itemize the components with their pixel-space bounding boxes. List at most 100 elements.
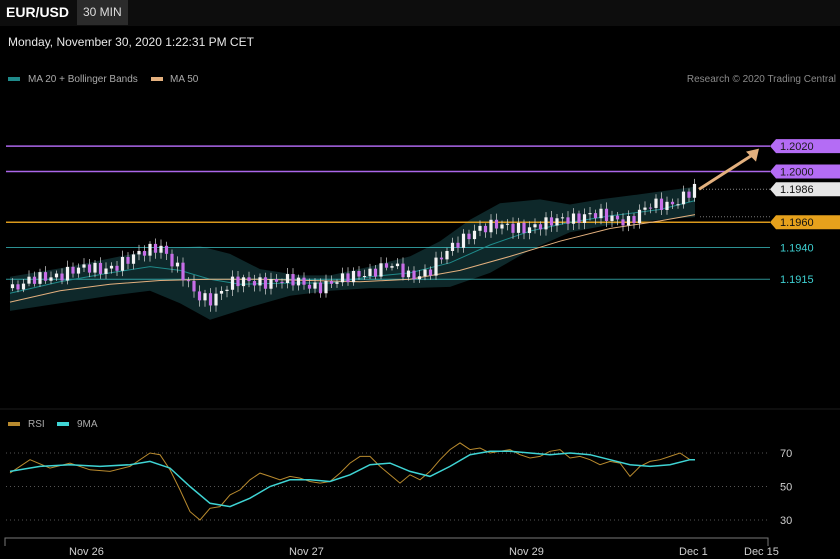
candle-body [16, 284, 20, 290]
candle-body [665, 201, 669, 210]
candle-body [285, 274, 290, 283]
candle-body [247, 277, 251, 282]
candle-body [120, 256, 125, 271]
candle-body [351, 271, 356, 283]
candle-body [203, 293, 207, 301]
level-label-1.1940: 1.1940 [780, 243, 814, 255]
candle-body [390, 266, 394, 268]
time-tick-Nov 26: Nov 26 [69, 546, 104, 558]
candle-body [263, 277, 268, 289]
candle-body [511, 223, 515, 233]
legend-label-9ma: 9MA [77, 419, 98, 430]
rsi-tick-label-70: 70 [780, 448, 792, 460]
candle-body [49, 277, 53, 281]
candle-body [637, 209, 642, 224]
candle-body [555, 218, 559, 226]
ma20-line [9, 200, 696, 294]
chart-header: EUR/USD 30 MIN [0, 0, 840, 26]
candle-body [60, 273, 64, 281]
candle-body [219, 290, 224, 294]
candle-body [181, 262, 185, 281]
candle-body [164, 245, 169, 254]
candle-body [280, 281, 284, 283]
projection-line [698, 153, 754, 191]
candle-body [538, 224, 543, 230]
level-tag-1.1986 [770, 182, 840, 197]
time-tick-Dec 1: Dec 1 [679, 546, 708, 558]
candle-body [54, 273, 59, 278]
moving-averages [9, 200, 696, 303]
candle-body [115, 265, 119, 271]
candle-body [302, 277, 306, 285]
candle-body [93, 262, 97, 273]
rsi-line [9, 442, 695, 521]
candle-body [98, 262, 103, 274]
candle-body [126, 256, 130, 264]
legend-label-ma20: MA 20 + Bollinger Bands [28, 74, 138, 85]
chart-background [0, 408, 840, 546]
candle-body [373, 268, 378, 277]
candle-body [208, 293, 213, 306]
time-tick-Nov 29: Nov 29 [509, 546, 544, 558]
time-tick-Dec 15: Dec 15 [744, 546, 779, 558]
rsi-panel [9, 442, 695, 521]
timeframe-button[interactable]: 30 MIN [77, 0, 128, 25]
candle-body [21, 283, 26, 290]
projection-arrowhead [746, 148, 759, 162]
candle-body [291, 274, 295, 286]
level-label-1.1915: 1.1915 [780, 274, 814, 286]
candle-body [384, 263, 389, 268]
candle-body [269, 279, 273, 289]
candle-body [324, 280, 328, 294]
candle-body [186, 280, 191, 282]
candle-body [593, 213, 598, 219]
candle-body [318, 282, 323, 294]
candle-body [335, 282, 339, 284]
legend-swatch-ma20 [8, 77, 20, 81]
candle-body [274, 279, 279, 282]
candle-body [544, 217, 548, 230]
symbol-label: EUR/USD [6, 4, 70, 20]
candle-body [654, 198, 658, 208]
candle-body [560, 217, 565, 219]
candle-body [687, 191, 691, 198]
rsi-grid: 70 50 30 [6, 448, 792, 527]
rsi-tick-label-30: 30 [780, 515, 792, 527]
candle-body [527, 227, 532, 234]
candle-body [423, 269, 427, 277]
candle-body [643, 207, 647, 210]
candle-body [632, 216, 636, 224]
projection-arrow [698, 148, 759, 191]
candle-body [549, 217, 554, 226]
candle-body [445, 251, 449, 260]
ma50-line [9, 214, 696, 303]
candlesticks [10, 178, 697, 312]
candle-body [582, 214, 587, 223]
level-label-1.1960: 1.1960 [780, 217, 814, 229]
candle-body [467, 233, 471, 240]
candle-body [225, 289, 229, 291]
level-label-1.2000: 1.2000 [780, 166, 814, 178]
candle-body [571, 213, 576, 224]
level-tag-1.2000 [770, 164, 840, 179]
candle-body [76, 267, 81, 274]
candle-body [604, 208, 609, 222]
candle-body [489, 219, 493, 233]
candle-body [313, 282, 317, 289]
candle-body [566, 217, 570, 224]
legend-swatch-ma50 [151, 77, 163, 81]
rsi-ma9-line [9, 450, 695, 508]
candle-body [417, 276, 422, 280]
candle-body [626, 216, 631, 226]
time-tick-Nov 27: Nov 27 [289, 546, 324, 558]
candle-body [676, 204, 680, 206]
price-levels [6, 145, 770, 280]
bollinger-band-fill [10, 186, 695, 320]
candle-body [230, 276, 235, 290]
candle-body [197, 291, 202, 301]
candle-body [439, 257, 444, 260]
candle-body [43, 272, 48, 281]
candle-body [472, 230, 477, 240]
candle-body [65, 266, 70, 281]
candle-body [142, 250, 147, 256]
